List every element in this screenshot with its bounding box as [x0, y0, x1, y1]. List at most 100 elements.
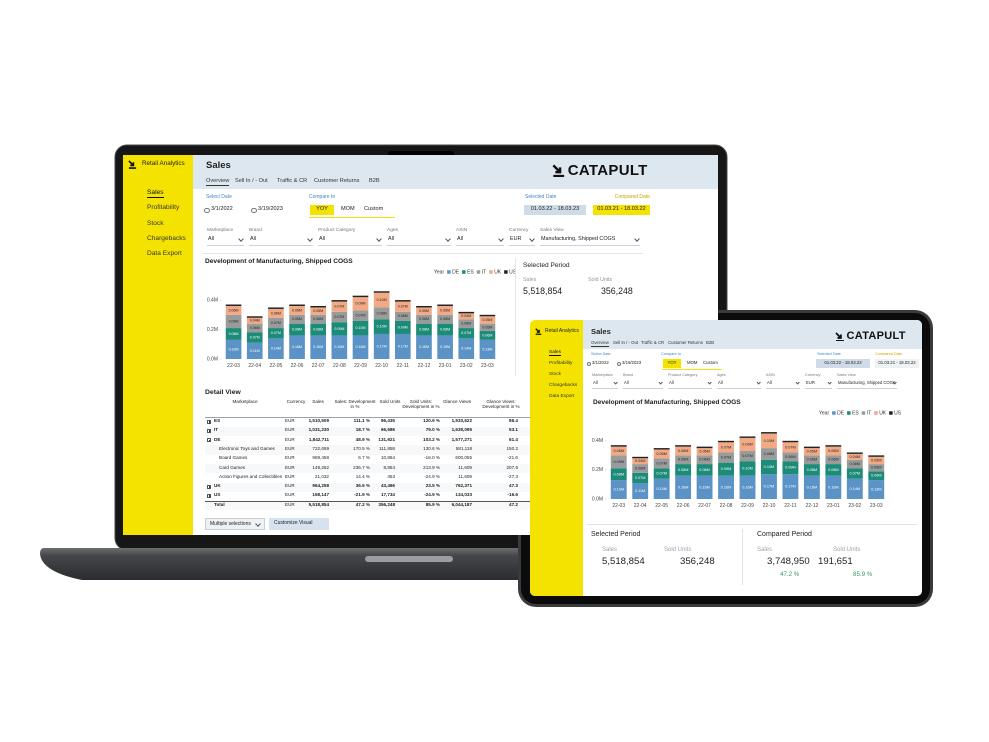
date-from[interactable]: 3/1/2022 — [592, 360, 609, 365]
expand-icon[interactable] — [207, 419, 211, 424]
compare-option[interactable]: Custom — [703, 360, 718, 365]
legend-label: ES — [852, 410, 859, 416]
tab[interactable]: Customer Returns — [314, 178, 360, 184]
compare-option[interactable]: MOM — [687, 360, 698, 365]
bar-segment — [416, 314, 432, 324]
selected-date-box — [524, 204, 586, 216]
nav-item[interactable]: Stock — [147, 219, 164, 227]
nav-item[interactable]: Profitability — [549, 361, 573, 366]
row-label: ES — [214, 418, 221, 423]
data-label: 0.17M — [398, 344, 408, 348]
data-label: 0.14M — [271, 347, 281, 351]
tab[interactable]: Customer Returns — [668, 340, 703, 345]
nav-item[interactable]: Sales — [549, 350, 561, 357]
data-label: 0.06M — [785, 455, 796, 459]
bar-segment — [246, 342, 263, 359]
button-label[interactable]: Customize Visual — [274, 520, 313, 527]
filter-value[interactable]: All — [388, 236, 394, 242]
filter-value[interactable]: All — [457, 236, 463, 242]
compared-date-label: Compared Date — [614, 194, 650, 200]
sidebar — [530, 320, 583, 596]
date-to[interactable]: 3/19/2023 — [258, 206, 283, 212]
nav-item[interactable]: Data Export — [147, 250, 182, 258]
bar-segment — [739, 436, 756, 438]
expand-icon[interactable] — [207, 493, 211, 498]
y-tick-label: 0.2M — [592, 467, 603, 473]
x-tick-label: 22-11 — [397, 363, 410, 369]
nav-item[interactable]: Sales — [147, 189, 164, 198]
nav-item[interactable]: Stock — [549, 372, 561, 377]
filter-label: Sales View — [540, 228, 564, 233]
cell: -21.9 % — [354, 492, 370, 498]
nav-item[interactable]: Profitability — [147, 204, 180, 212]
filter-value[interactable]: All — [593, 380, 598, 385]
bar-segment — [225, 314, 242, 329]
row-label: Action Figures and Collectibles — [219, 473, 283, 479]
legend-label: IT — [867, 410, 871, 416]
filter-value[interactable]: All — [718, 380, 723, 385]
selected-date-value: 01.03.22 - 18.03.23 — [824, 360, 862, 365]
row-label: Electronic Toys and Games — [219, 445, 275, 451]
bar-segment — [739, 475, 756, 499]
filter-value[interactable]: All — [767, 380, 772, 385]
tab[interactable]: Overview — [206, 178, 230, 186]
bar-segment — [632, 458, 649, 465]
filter-value[interactable]: All — [319, 236, 325, 242]
filter-value[interactable]: Manufacturing, Shipped COGS — [541, 236, 616, 242]
tab[interactable]: B2B — [369, 178, 380, 184]
date-icon — [204, 207, 210, 213]
filter-underline — [592, 388, 618, 389]
tab[interactable]: Traffic & CR — [641, 340, 665, 345]
option-highlight[interactable] — [663, 358, 681, 368]
tab[interactable]: Overview — [591, 340, 609, 347]
tab[interactable]: Sell In / - Out — [235, 178, 268, 184]
bar-segment — [761, 448, 777, 460]
cell: EUR — [285, 436, 295, 442]
data-label: 0.17M — [377, 344, 387, 348]
cell: -16.0 % — [424, 455, 440, 461]
filter-value[interactable]: All — [669, 380, 674, 385]
bar-segment — [373, 333, 390, 359]
tab[interactable]: B2B — [706, 340, 715, 345]
button[interactable]: Multiple selections — [205, 518, 265, 530]
filter-value[interactable]: All — [624, 380, 629, 385]
data-label: 0.10M — [377, 325, 387, 329]
data-label: 0.14M — [461, 347, 471, 351]
compare-option[interactable]: YOY — [667, 360, 677, 365]
logo-shape — [552, 164, 565, 178]
expand-icon[interactable] — [207, 428, 211, 433]
filter-underline — [456, 245, 504, 247]
button[interactable]: Customize Visual — [269, 518, 329, 530]
data-label: 0.16M — [742, 485, 753, 489]
expand-icon[interactable] — [207, 438, 211, 443]
filter-value[interactable]: All — [250, 236, 256, 242]
data-label: 0.05M — [871, 466, 882, 470]
filter-value[interactable]: All — [208, 236, 214, 242]
option-highlight[interactable] — [310, 204, 334, 216]
cell: 130.6 % — [423, 445, 440, 451]
cell: 14.4 % — [355, 473, 370, 479]
sidebar — [123, 155, 193, 535]
filter-value[interactable]: Manufacturing, Shipped COGS — [838, 380, 896, 385]
nav-item[interactable]: Chargebacks — [549, 383, 578, 388]
tab[interactable]: Traffic & CR — [277, 178, 308, 184]
data-label: 0.16M — [721, 485, 732, 489]
filter-value[interactable]: EUR — [510, 236, 522, 242]
filter-value[interactable]: EUR — [806, 380, 815, 385]
compare-option[interactable]: MOM — [341, 206, 355, 212]
cell: 47.3 — [509, 483, 518, 489]
nav-item[interactable]: Data Export — [549, 394, 575, 399]
compare-underline — [662, 369, 722, 371]
bar-segment — [803, 455, 820, 465]
compare-option[interactable]: YOY — [316, 206, 328, 212]
compare-option[interactable]: Custom — [364, 206, 384, 212]
tab[interactable]: Sell In / - Out — [613, 340, 639, 345]
bar-segment — [868, 464, 885, 472]
nav-item[interactable]: Chargebacks — [147, 234, 186, 242]
logo-mark — [835, 331, 844, 342]
date-from[interactable]: 3/1/2022 — [211, 206, 233, 212]
bar-segment — [268, 307, 284, 309]
expand-icon[interactable] — [207, 484, 211, 489]
date-to[interactable]: 3/19/2023 — [622, 360, 642, 365]
button-label[interactable]: Multiple selections — [210, 521, 251, 528]
